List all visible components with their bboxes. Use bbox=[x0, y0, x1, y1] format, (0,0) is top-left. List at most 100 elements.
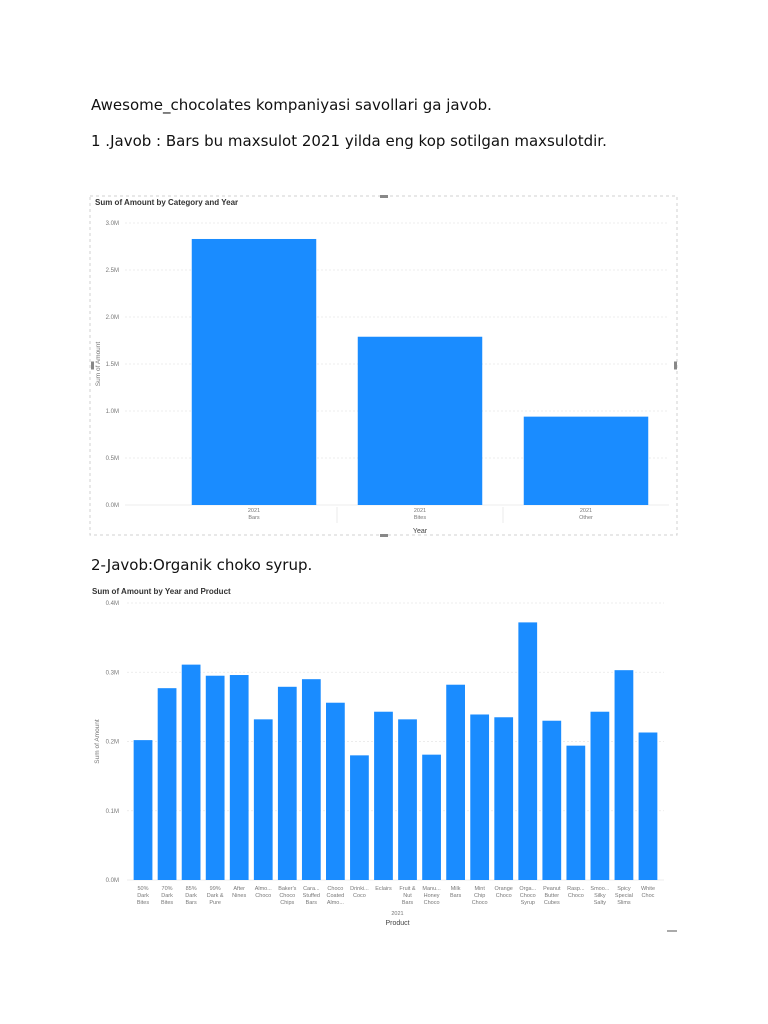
chart-title: Sum of Amount by Year and Product bbox=[92, 587, 231, 596]
y-tick-label: 0.3M bbox=[106, 670, 119, 676]
bar-product bbox=[253, 719, 273, 880]
chart-title: Sum of Amount by Category and Year bbox=[95, 198, 238, 207]
bar-other bbox=[523, 416, 649, 505]
year-product-chart-svg: Sum of Amount by Year and Product 0.0M 0.1… bbox=[92, 587, 677, 932]
x-axis-label: Product bbox=[385, 920, 409, 927]
x-tick-label: Silky bbox=[594, 893, 606, 899]
x-tick-label: Bites bbox=[137, 900, 149, 906]
bar-product bbox=[518, 622, 538, 880]
bar-product bbox=[590, 711, 610, 880]
bar-product bbox=[133, 740, 153, 880]
bar-product bbox=[638, 732, 658, 880]
bar-product bbox=[422, 754, 441, 880]
bar-product bbox=[277, 686, 297, 880]
bar-product bbox=[494, 717, 514, 880]
bar-product bbox=[374, 711, 393, 880]
x-tick-label: Manu... bbox=[422, 886, 441, 892]
category-year-chart[interactable]: Sum of Amount by Category and Year 0.0M 0.… bbox=[89, 193, 679, 538]
y-axis-label: Sum of Amount bbox=[95, 342, 102, 387]
x-axis-label: Year bbox=[413, 528, 428, 535]
x-tick-label: Dark & bbox=[207, 893, 224, 899]
x-tick-label: Almo... bbox=[255, 886, 273, 892]
bar-product bbox=[398, 719, 417, 880]
bar-product bbox=[326, 702, 345, 880]
resize-handle bbox=[380, 195, 388, 198]
bar-product bbox=[301, 679, 321, 880]
x-tick-label: Nut bbox=[403, 893, 412, 899]
x-tick-label: Peanut bbox=[543, 886, 561, 892]
x-tick-label: Choc bbox=[642, 893, 655, 899]
x-tick-label: Coco bbox=[353, 893, 366, 899]
x-tick-label: Orga... bbox=[519, 886, 536, 892]
answer-2-text: 2-Javob:Organik choko syrup. bbox=[91, 556, 313, 574]
x-tick-label: 50% bbox=[138, 886, 149, 892]
x-tick-label: Bars bbox=[185, 900, 197, 906]
x-tick-label: Pure bbox=[209, 900, 221, 906]
x-tick-label: Orange bbox=[495, 886, 513, 892]
y-tick-label: 0.1M bbox=[106, 809, 119, 815]
x-tick-label: Fruit & bbox=[399, 886, 416, 892]
x-tick-label: Milk bbox=[451, 886, 461, 892]
x-tick-label: After bbox=[233, 886, 245, 892]
y-tick-label: 0.0M bbox=[106, 878, 119, 884]
bar-product bbox=[614, 670, 634, 880]
x-tick-label: Butter bbox=[544, 893, 559, 899]
x-tick-category: Other bbox=[579, 515, 593, 521]
x-tick-label: Choco bbox=[472, 900, 488, 906]
x-tick-label: Baker's bbox=[278, 886, 296, 892]
bar-product bbox=[470, 714, 490, 880]
x-tick-label: Coated bbox=[327, 893, 345, 899]
x-tick-category: Bites bbox=[414, 515, 426, 521]
y-tick-label: 2.5M bbox=[106, 268, 119, 274]
document-title-line: Awesome_chocolates kompaniyasi savollari… bbox=[91, 96, 492, 114]
y-tick-label: 0.2M bbox=[106, 740, 119, 746]
x-tick-label: Salty bbox=[594, 900, 606, 906]
x-tick-label: 85% bbox=[186, 886, 197, 892]
y-tick-label: 0.4M bbox=[106, 601, 119, 607]
x-tick-label: Cara... bbox=[303, 886, 320, 892]
x-tick-label: Nines bbox=[232, 893, 246, 899]
year-product-chart[interactable]: Sum of Amount by Year and Product 0.0M 0.1… bbox=[89, 583, 677, 935]
resize-handle bbox=[674, 361, 677, 370]
x-tick-label: Drinki... bbox=[350, 886, 369, 892]
x-tick-label: Bars bbox=[306, 900, 318, 906]
x-tick-label: Chip bbox=[474, 893, 485, 899]
x-tick-label: Smoo... bbox=[590, 886, 609, 892]
x-tick-category: Bars bbox=[248, 515, 260, 521]
x-tick-label: Choco bbox=[255, 893, 271, 899]
x-tick-label: Choco bbox=[279, 893, 295, 899]
x-tick-label: Choco bbox=[496, 893, 512, 899]
y-tick-label: 0.0M bbox=[106, 503, 119, 509]
x-tick-label: Eclairs bbox=[375, 886, 392, 892]
x-tick-label: Bars bbox=[402, 900, 414, 906]
x-tick-year: 2021 bbox=[414, 508, 426, 514]
bar-product bbox=[229, 675, 249, 880]
x-tick-label: Choco bbox=[424, 900, 440, 906]
x-tick-label: Dark bbox=[137, 893, 149, 899]
category-year-chart-svg: Sum of Amount by Category and Year 0.0M 0.… bbox=[89, 195, 678, 537]
x-tick-label: Choco bbox=[327, 886, 343, 892]
x-tick-year: 2021 bbox=[248, 508, 260, 514]
x-tick-label: Stuffed bbox=[303, 893, 320, 899]
bar-product bbox=[350, 755, 369, 880]
bar-product bbox=[181, 664, 201, 880]
x-tick-label: Bites bbox=[161, 900, 173, 906]
x-tick-label: Syrup bbox=[521, 900, 535, 906]
x-tick-label: Dark bbox=[161, 893, 173, 899]
x-tick-label: Choco bbox=[520, 893, 536, 899]
resize-handle bbox=[380, 534, 388, 537]
x-group-label: 2021 bbox=[391, 911, 403, 917]
x-tick-label: Spicy bbox=[617, 886, 631, 892]
bar-product bbox=[205, 675, 225, 880]
x-tick-year: 2021 bbox=[580, 508, 592, 514]
bar-product bbox=[566, 745, 586, 880]
bar-product bbox=[157, 688, 177, 880]
x-tick-label: Rasp... bbox=[567, 886, 585, 892]
x-tick-label: White bbox=[641, 886, 655, 892]
x-tick-label: Mint bbox=[474, 886, 485, 892]
y-tick-label: 0.5M bbox=[106, 456, 119, 462]
x-tick-label: 70% bbox=[162, 886, 173, 892]
x-tick-label: Chips bbox=[280, 900, 294, 906]
x-tick-label: Bars bbox=[450, 893, 462, 899]
x-tick-label: 99% bbox=[210, 886, 221, 892]
